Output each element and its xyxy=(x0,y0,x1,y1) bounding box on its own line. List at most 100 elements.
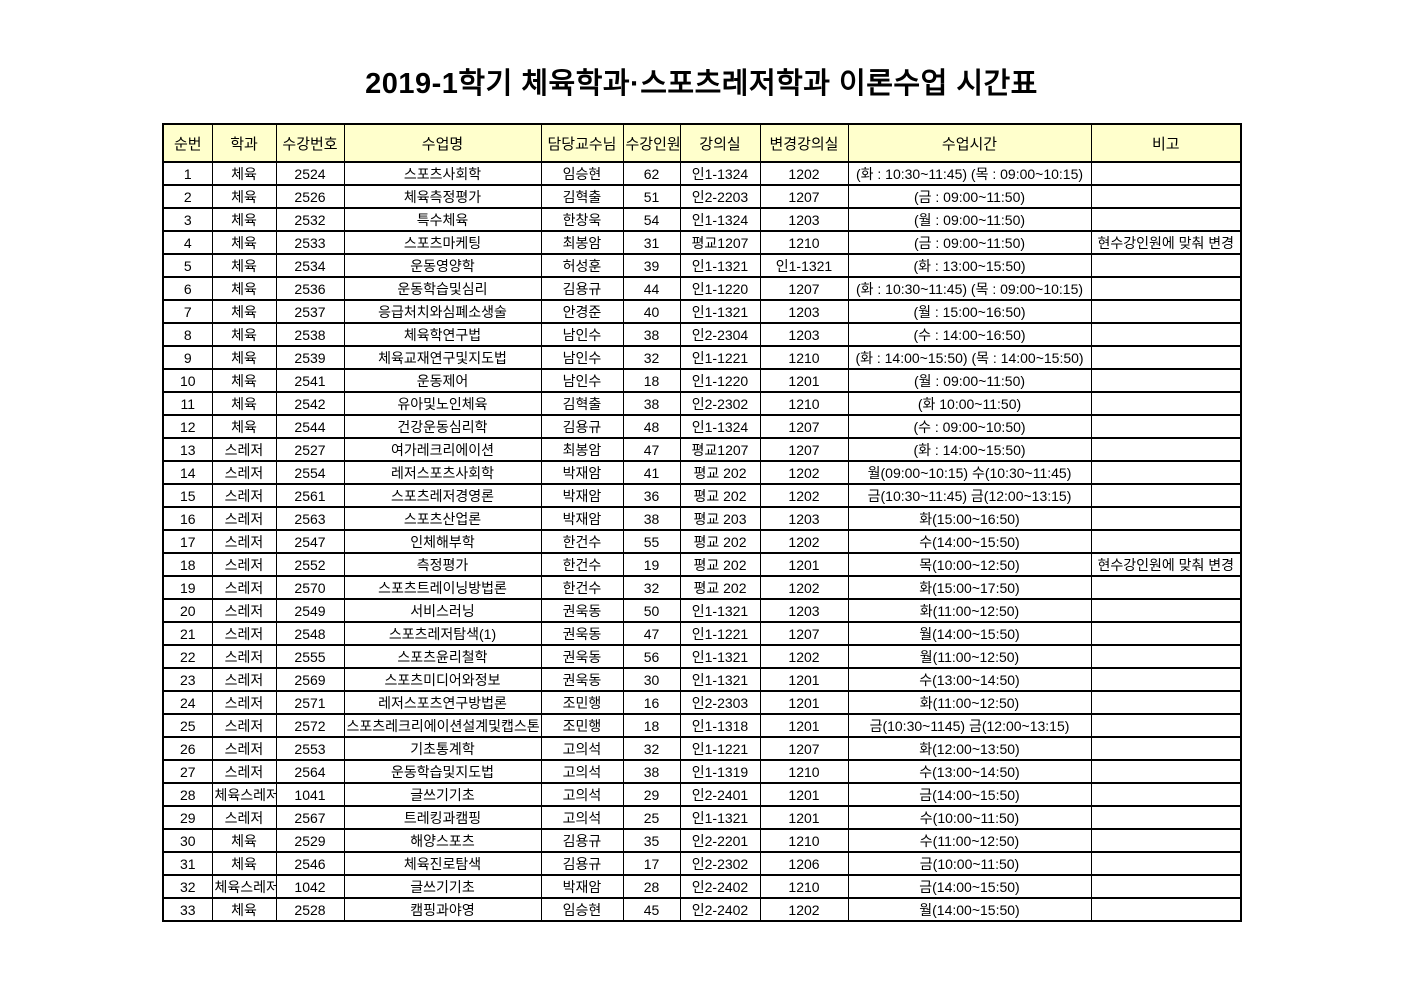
cell-note xyxy=(1090,713,1242,738)
cell-enrollment: 31 xyxy=(622,230,681,255)
cell-no: 12 xyxy=(162,414,213,439)
cell-time: 금(10:30~11:45) 금(12:00~13:15) xyxy=(847,483,1092,508)
cell-changed-room: 1203 xyxy=(759,299,849,324)
cell-time: 수(11:00~12:50) xyxy=(847,828,1092,853)
table-row: 30 체육 2529 해양스포츠 김용규 35 인2-2201 1210 수(1… xyxy=(162,828,1242,853)
cell-changed-room: 1203 xyxy=(759,322,849,347)
cell-changed-room: 1202 xyxy=(759,529,849,554)
cell-course-name: 캠핑과야영 xyxy=(343,897,542,922)
cell-note xyxy=(1090,368,1242,393)
cell-changed-room: 1207 xyxy=(759,736,849,761)
cell-course-name: 글쓰기기초 xyxy=(343,782,542,807)
cell-note xyxy=(1090,345,1242,370)
cell-room: 인2-2203 xyxy=(679,184,761,209)
cell-course-name: 스포츠산업론 xyxy=(343,506,542,531)
cell-room: 평교 203 xyxy=(679,506,761,531)
cell-note xyxy=(1090,529,1242,554)
table-row: 27 스레저 2564 운동학습및지도법 고의석 38 인1-1319 1210… xyxy=(162,759,1242,784)
cell-room: 인1-1220 xyxy=(679,276,761,301)
cell-professor: 김용규 xyxy=(540,276,624,301)
cell-changed-room: 1207 xyxy=(759,414,849,439)
cell-time: 수(13:00~14:50) xyxy=(847,667,1092,692)
cell-time: (화 : 14:00~15:50) xyxy=(847,437,1092,462)
cell-time: 월(14:00~15:50) xyxy=(847,621,1092,646)
table-row: 8 체육 2538 체육학연구법 남인수 38 인2-2304 1203 (수 … xyxy=(162,322,1242,347)
cell-code: 2542 xyxy=(275,391,345,416)
cell-no: 4 xyxy=(162,230,213,255)
cell-note xyxy=(1090,598,1242,623)
cell-code: 2537 xyxy=(275,299,345,324)
cell-note xyxy=(1090,644,1242,669)
cell-no: 23 xyxy=(162,667,213,692)
cell-enrollment: 19 xyxy=(622,552,681,577)
cell-dept: 스레저 xyxy=(211,483,277,508)
table-row: 18 스레저 2552 측정평가 한건수 19 평교 202 1201 목(10… xyxy=(162,552,1242,577)
cell-course-name: 응급처치와심폐소생술 xyxy=(343,299,542,324)
cell-enrollment: 38 xyxy=(622,391,681,416)
cell-course-name: 운동학습및심리 xyxy=(343,276,542,301)
cell-note xyxy=(1090,667,1242,692)
cell-time: 월(09:00~10:15) 수(10:30~11:45) xyxy=(847,460,1092,485)
cell-no: 28 xyxy=(162,782,213,807)
cell-dept: 스레저 xyxy=(211,529,277,554)
cell-no: 24 xyxy=(162,690,213,715)
cell-no: 17 xyxy=(162,529,213,554)
cell-no: 19 xyxy=(162,575,213,600)
cell-dept: 스레저 xyxy=(211,736,277,761)
cell-enrollment: 40 xyxy=(622,299,681,324)
cell-no: 29 xyxy=(162,805,213,830)
cell-course-name: 운동제어 xyxy=(343,368,542,393)
cell-code: 2571 xyxy=(275,690,345,715)
table-row: 3 체육 2532 특수체육 한창욱 54 인1-1324 1203 (월 : … xyxy=(162,207,1242,232)
cell-dept: 스레저 xyxy=(211,460,277,485)
table-row: 33 체육 2528 캠핑과야영 임승현 45 인2-2402 1202 월(1… xyxy=(162,897,1242,922)
column-header-time: 수업시간 xyxy=(847,123,1092,163)
cell-no: 8 xyxy=(162,322,213,347)
cell-dept: 스레저 xyxy=(211,805,277,830)
cell-room: 인2-2304 xyxy=(679,322,761,347)
table-row: 17 스레저 2547 인체해부학 한건수 55 평교 202 1202 수(1… xyxy=(162,529,1242,554)
timetable-header: 순번 학과 수강번호 수업명 담당교수님 수강인원 강의실 변경강의실 수업시간… xyxy=(162,123,1242,163)
cell-room: 인1-1221 xyxy=(679,345,761,370)
cell-course-name: 스포츠레저탐색(1) xyxy=(343,621,542,646)
column-header-enrollment: 수강인원 xyxy=(622,123,681,163)
cell-professor: 박재암 xyxy=(540,874,624,899)
cell-code: 2563 xyxy=(275,506,345,531)
cell-changed-room: 1202 xyxy=(759,460,849,485)
cell-note xyxy=(1090,437,1242,462)
cell-room: 인1-1324 xyxy=(679,207,761,232)
cell-dept: 체육 xyxy=(211,253,277,278)
cell-professor: 권욱동 xyxy=(540,621,624,646)
cell-code: 2561 xyxy=(275,483,345,508)
cell-professor: 고의석 xyxy=(540,736,624,761)
cell-professor: 박재암 xyxy=(540,506,624,531)
cell-course-name: 운동영양학 xyxy=(343,253,542,278)
cell-course-name: 체육학연구법 xyxy=(343,322,542,347)
cell-time: 수(14:00~15:50) xyxy=(847,529,1092,554)
cell-note xyxy=(1090,690,1242,715)
cell-professor: 권욱동 xyxy=(540,644,624,669)
table-row: 15 스레저 2561 스포츠레저경영론 박재암 36 평교 202 1202 … xyxy=(162,483,1242,508)
table-row: 16 스레저 2563 스포츠산업론 박재암 38 평교 203 1203 화(… xyxy=(162,506,1242,531)
cell-note xyxy=(1090,483,1242,508)
column-header-professor: 담당교수님 xyxy=(540,123,624,163)
cell-enrollment: 36 xyxy=(622,483,681,508)
cell-dept: 체육 xyxy=(211,345,277,370)
cell-time: 화(12:00~13:50) xyxy=(847,736,1092,761)
cell-course-name: 레저스포츠연구방법론 xyxy=(343,690,542,715)
cell-no: 13 xyxy=(162,437,213,462)
cell-no: 5 xyxy=(162,253,213,278)
cell-changed-room: 1210 xyxy=(759,391,849,416)
table-row: 32 체육스레저 1042 글쓰기기초 박재암 28 인2-2402 1210 … xyxy=(162,874,1242,899)
cell-enrollment: 16 xyxy=(622,690,681,715)
column-header-note: 비고 xyxy=(1090,123,1242,163)
cell-code: 1041 xyxy=(275,782,345,807)
cell-time: 화(11:00~12:50) xyxy=(847,690,1092,715)
column-header-dept: 학과 xyxy=(211,123,277,163)
table-row: 2 체육 2526 체육측정평가 김혁출 51 인2-2203 1207 (금 … xyxy=(162,184,1242,209)
cell-professor: 한건수 xyxy=(540,575,624,600)
cell-room: 인1-1321 xyxy=(679,598,761,623)
cell-time: (금 : 09:00~11:50) xyxy=(847,230,1092,255)
cell-note xyxy=(1090,805,1242,830)
cell-enrollment: 47 xyxy=(622,437,681,462)
